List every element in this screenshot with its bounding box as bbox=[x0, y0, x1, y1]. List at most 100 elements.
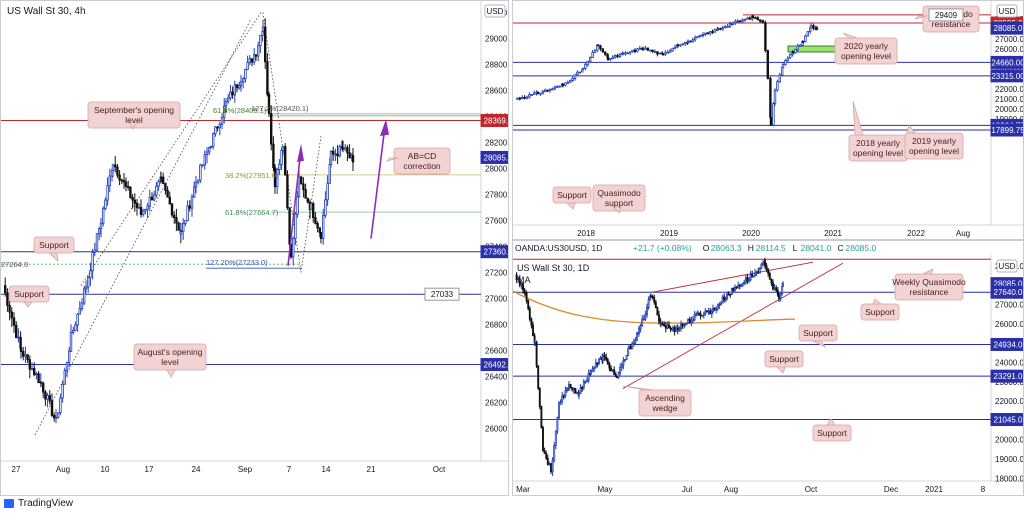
candle-body bbox=[314, 217, 317, 224]
price-tag-label: 28369.0 bbox=[484, 117, 509, 126]
candle-body bbox=[558, 85, 561, 88]
candle-body bbox=[629, 346, 632, 350]
currency-badge[interactable] bbox=[996, 4, 1018, 18]
candle-body bbox=[690, 319, 693, 324]
candle-body bbox=[172, 214, 176, 219]
candle-body bbox=[684, 323, 686, 326]
chart-daily-canvas[interactable]: OANDA:US30USD, 1D +21.7 (+0.08%) O 28063.3… bbox=[513, 241, 1024, 496]
candle-body bbox=[658, 52, 662, 55]
price-tag-label: 17899.75 bbox=[991, 126, 1024, 135]
candle-body bbox=[118, 174, 121, 181]
price-tag-label: 23315.00 bbox=[991, 72, 1024, 81]
candle-body bbox=[650, 295, 652, 298]
fib-label: 61.8%(27664.7) bbox=[225, 208, 279, 217]
candle-body bbox=[569, 383, 572, 389]
chart-4h-canvas[interactable]: 61.8%(28405.1)127.2%(28420.1) 38.2%(27951… bbox=[1, 1, 509, 496]
candle-body bbox=[527, 300, 530, 309]
candle-body bbox=[718, 303, 721, 306]
callout-support-1-text: Support bbox=[39, 240, 69, 250]
candle-body bbox=[89, 270, 92, 278]
candle-body bbox=[653, 51, 657, 54]
candle-body bbox=[76, 313, 79, 326]
candle-body bbox=[175, 217, 178, 224]
y-tick-label: 20000.0 bbox=[995, 436, 1024, 445]
candle-body bbox=[693, 314, 696, 321]
candle-body bbox=[734, 20, 737, 24]
candle-body bbox=[93, 249, 97, 253]
candle-body bbox=[772, 282, 774, 290]
price-tag-label: 27640.0 bbox=[994, 288, 1023, 297]
candle-body bbox=[14, 324, 18, 338]
candle-body bbox=[551, 459, 554, 473]
candle-body bbox=[144, 208, 147, 212]
candle-body bbox=[522, 282, 524, 291]
candle-body bbox=[222, 105, 226, 118]
candle-body bbox=[571, 387, 574, 391]
candle-body bbox=[579, 387, 582, 394]
x-tick-label: 2022 bbox=[907, 229, 925, 238]
candle-body bbox=[633, 49, 637, 52]
candle-body bbox=[216, 126, 219, 129]
callout-sept-opening-text: level bbox=[125, 115, 143, 125]
candle-body bbox=[44, 391, 47, 400]
candle-body bbox=[626, 52, 630, 55]
candle-body bbox=[214, 126, 217, 135]
callout-support-2-text: Support bbox=[803, 328, 833, 338]
x-tick-label: Aug bbox=[956, 229, 970, 238]
candle-body bbox=[131, 197, 134, 201]
x-tick-label: 27 bbox=[12, 465, 21, 474]
chart-panel-4h[interactable]: 61.8%(28405.1) 127.2%(28420.1) 38.2%(27951… bbox=[0, 0, 509, 496]
candle-body bbox=[689, 40, 692, 43]
y-tick-label: 26800.0 bbox=[485, 321, 509, 330]
x-tick-label: Mar bbox=[516, 485, 530, 494]
currency-label: USD bbox=[999, 7, 1016, 16]
candle-body bbox=[798, 44, 802, 47]
candle-body bbox=[235, 84, 239, 89]
candle-body bbox=[609, 58, 612, 61]
x-tick-label: 2021 bbox=[824, 229, 842, 238]
callout-august-opening-text: level bbox=[161, 357, 179, 367]
candle-body bbox=[644, 47, 647, 50]
candle-body bbox=[576, 392, 578, 394]
candle-body bbox=[696, 35, 699, 39]
currency-badge[interactable] bbox=[484, 4, 506, 18]
candle-body bbox=[17, 336, 20, 339]
tradingview-logo[interactable]: TradingView bbox=[4, 498, 73, 509]
candle-body bbox=[261, 26, 265, 32]
candle-body bbox=[226, 97, 230, 102]
candle-body bbox=[634, 339, 637, 344]
candle-body bbox=[673, 46, 677, 49]
candle-body bbox=[309, 203, 313, 211]
candle-body bbox=[706, 310, 708, 313]
candle-body bbox=[280, 149, 283, 165]
candle-body bbox=[748, 17, 752, 20]
candle-body bbox=[651, 296, 654, 299]
callout-weekly-quasimodo-pointer bbox=[922, 268, 934, 275]
chart-panel-daily[interactable]: OANDA:US30USD, 1D +21.7 (+0.08%) O 28063.3… bbox=[512, 240, 1024, 496]
candle-body bbox=[758, 19, 762, 22]
candle-body bbox=[157, 181, 160, 187]
candle-body bbox=[653, 297, 656, 303]
candle-body bbox=[278, 163, 281, 170]
candle-body bbox=[537, 365, 540, 389]
candle-body bbox=[192, 186, 196, 198]
candle-body bbox=[738, 20, 742, 23]
candle-body bbox=[616, 376, 618, 379]
dotted-trend-line bbox=[80, 12, 262, 286]
x-tick-label: Jul bbox=[682, 485, 692, 494]
candle-body bbox=[241, 78, 245, 83]
candle-body bbox=[599, 45, 602, 50]
callout-quasimodo-support-text: support bbox=[605, 198, 634, 208]
moving-average-line bbox=[513, 290, 796, 324]
candle-body bbox=[638, 328, 640, 334]
price-tag-label: 28085.0 bbox=[994, 280, 1023, 289]
candle-body bbox=[316, 223, 319, 229]
candle-body bbox=[99, 222, 103, 230]
candle-body bbox=[716, 304, 719, 310]
candle-body bbox=[776, 290, 779, 296]
currency-badge[interactable] bbox=[996, 259, 1018, 273]
callout-support-3-pointer bbox=[776, 366, 786, 374]
candle-body bbox=[603, 354, 606, 358]
